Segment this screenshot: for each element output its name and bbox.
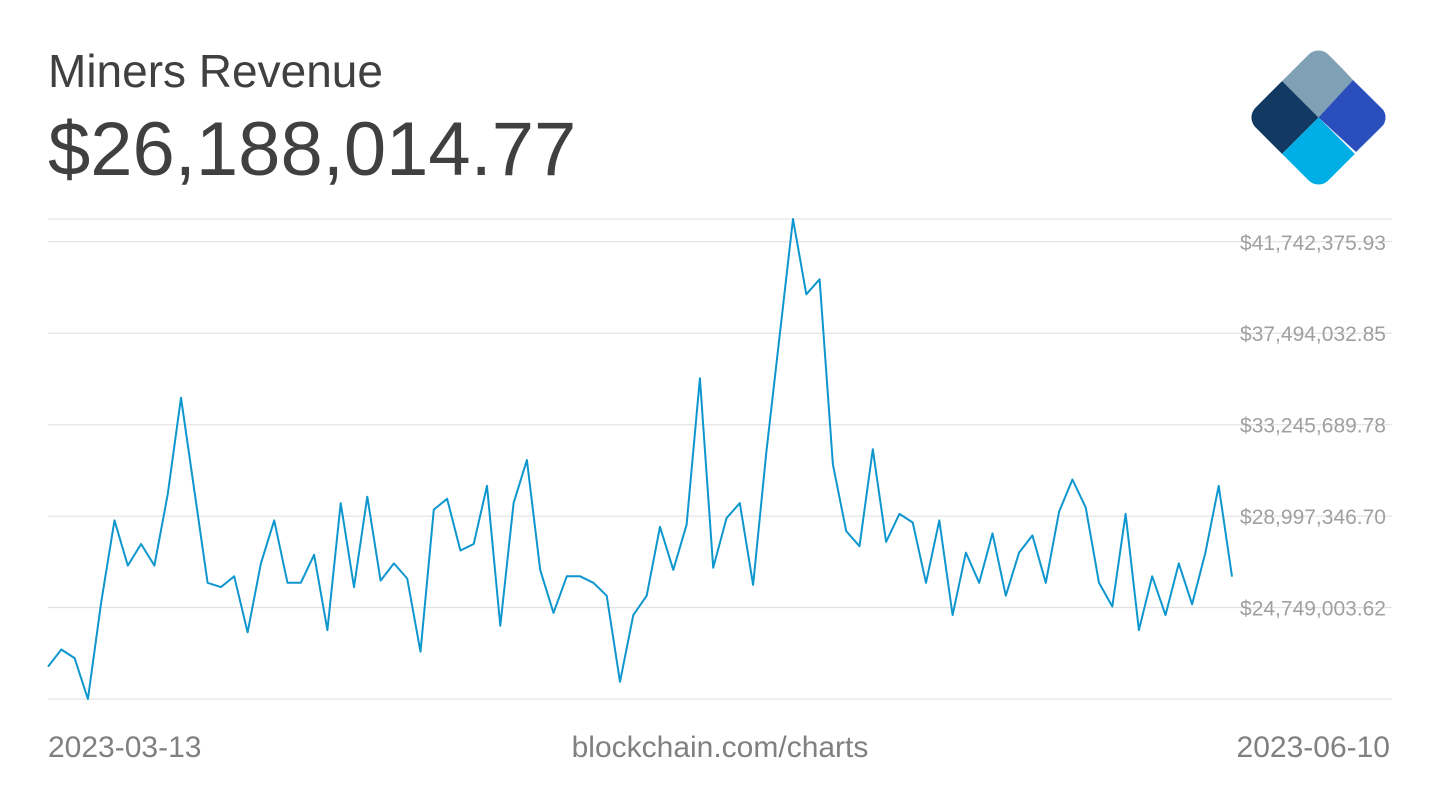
y-tick-label: $41,742,375.93 <box>1240 232 1386 255</box>
logo-top-segment <box>1281 45 1353 118</box>
y-tick-label: $33,245,689.78 <box>1240 415 1386 438</box>
source-link[interactable]: blockchain.com/charts <box>571 731 869 764</box>
miners-revenue-line <box>47 218 1233 700</box>
y-tick-label: $28,997,346.70 <box>1240 506 1386 529</box>
blockchain-logo-icon <box>1246 45 1391 190</box>
current-value: $26,188,014.77 <box>48 107 577 192</box>
logo-right-top-segment <box>1318 80 1391 152</box>
chart-title: Miners Revenue <box>48 45 383 97</box>
y-tick-labels: $24,749,003.62 $28,997,346.70 $33,245,689.… <box>1240 232 1386 621</box>
start-date-label: 2023-03-13 <box>48 731 202 764</box>
end-date-label: 2023-06-10 <box>1236 731 1390 764</box>
y-tick-label: $37,494,032.85 <box>1240 323 1386 346</box>
y-tick-label: $24,749,003.62 <box>1240 598 1386 621</box>
